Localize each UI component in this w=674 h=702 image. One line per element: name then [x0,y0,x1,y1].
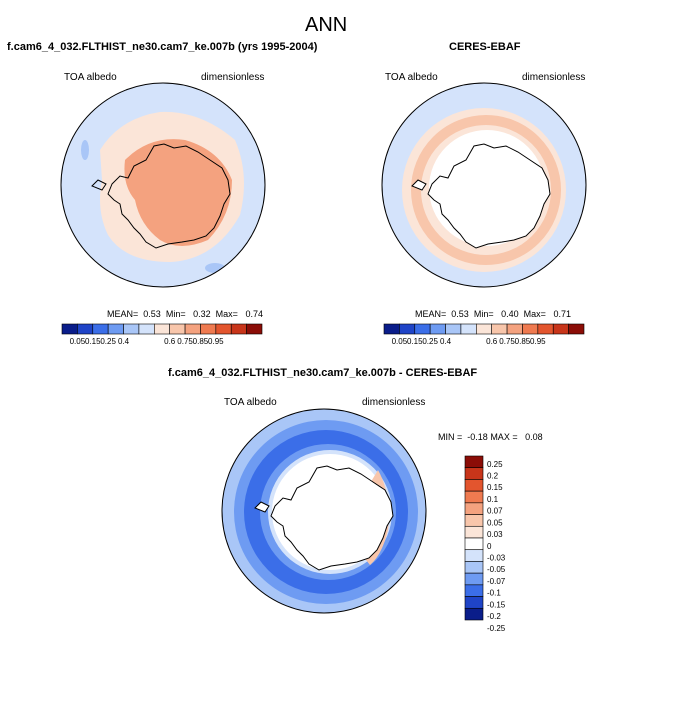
panel1-colorbar-swatch [154,323,170,335]
panel1-colorbar-tick-label: 0.75 [177,337,193,346]
panel2-colorbar-swatch [476,323,492,335]
panel2-colorbar-tick-label: 0.95 [530,337,546,346]
panel3-map [222,409,426,613]
panel2-colorbar-swatch [399,323,416,335]
panel3-colorbar-swatch [464,502,484,515]
panel3-colorbar: 0.25 0.2 0.15 0.1 0.07 0.05 0.03 0 -0.03 -0.05 -0.… [464,455,506,633]
panel3-colorbar-tick-label: 0.2 [487,472,499,481]
panel2-colorbar-tick-label: 0.25 [422,337,438,346]
panel2-colorbar-swatch [460,323,477,335]
panel1-units: dimensionless [201,72,265,83]
panel1-colorbar-tick-label: 0.85 [193,337,209,346]
panel3-colorbar-tick-label: -0.1 [487,589,501,598]
panel2-variable: TOA albedo [385,72,438,83]
panel3-colorbar-swatch [464,479,484,492]
panel1-border [60,82,266,288]
panel2-colorbar-swatch [568,323,585,335]
panel1-colorbar-tick-label: 0.05 [70,337,86,346]
panel2-stats: MEAN= 0.53 Min= 0.40 Max= 0.71 [415,309,571,319]
panel2-colorbar-swatch [537,323,554,335]
panel2-colorbar-tick-label: 0.15 [407,337,423,346]
panel2-map [382,83,586,287]
panel1-map [61,83,265,287]
panel2-title: CERES-EBAF [449,41,521,53]
panel2-colorbar-swatch [506,323,523,335]
panel2-units: dimensionless [522,72,586,83]
panel2-colorbar-swatch [383,323,400,335]
panel2-colorbar-tick-label: 0.05 [392,337,408,346]
panel2-colorbar-swatch [552,323,569,335]
panel3-colorbar-swatch [464,596,484,609]
panel3-colorbar-tick-label: -0.03 [487,554,506,563]
panel1-colorbar: 0.05 0.15 0.25 0.4 0.6 0.75 0.85 0.95 [61,323,263,346]
panel2-colorbar-swatch [414,323,431,335]
panel3-border [221,408,427,614]
panel3-colorbar-tick-label: -0.15 [487,600,506,609]
panel3-colorbar-swatch [464,467,484,480]
panel3-colorbar-tick-label: 0 [487,542,492,551]
panel1-colorbar-swatch [61,323,78,335]
panel2-colorbar-tick-label: 0.6 [486,337,498,346]
panel3-stats: MIN = -0.18 MAX = 0.08 [438,432,543,442]
panel1-colorbar-swatch [215,323,232,335]
panel1-colorbar-swatch [92,323,109,335]
panel1-title: f.cam6_4_032.FLTHIST_ne30.cam7_ke.007b (… [7,41,318,53]
panel3-colorbar-tick-label: -0.25 [487,624,506,633]
panel3-colorbar-tick-label: -0.05 [487,565,506,574]
panel2-colorbar-swatch [522,323,539,335]
panel3-colorbar-tick-label: 0.05 [487,518,503,527]
panel2-colorbar: 0.05 0.15 0.25 0.4 0.6 0.75 0.85 0.95 [383,323,585,346]
panel2-colorbar-swatch [445,323,462,335]
panel1-colorbar-swatch [246,323,263,335]
panel3-units: dimensionless [362,397,426,408]
panel1-colorbar-tick-label: 0.15 [85,337,101,346]
panel3-colorbar-tick-label: 0.15 [487,483,503,492]
panel1-colorbar-swatch [169,323,186,335]
panel3-colorbar-swatch [464,572,484,586]
panel3-colorbar-swatch [464,549,484,562]
panel1-colorbar-tick-label: 0.4 [118,337,130,346]
panel1-colorbar-swatch [107,323,124,335]
panel3-colorbar-swatch [464,514,484,527]
panel2-colorbar-swatch [429,323,446,335]
panel3-colorbar-swatch [464,490,484,504]
panel3-colorbar-swatch [464,525,484,539]
panel3-colorbar-tick-label: 0.25 [487,460,503,469]
panel1-colorbar-swatch [123,323,140,335]
panel2-colorbar-tick-label: 0.4 [440,337,452,346]
panel3-colorbar-swatch [464,561,484,574]
panel2-colorbar-swatch [491,323,508,335]
panel3-colorbar-tick-label: 0.1 [487,495,499,504]
panel1-colorbar-tick-label: 0.25 [100,337,116,346]
panel1-colorbar-tick-label: 0.95 [208,337,224,346]
panel1-variable: TOA albedo [64,72,117,83]
panel1-colorbar-tick-label: 0.6 [164,337,176,346]
panel1-colorbar-swatch [138,323,155,335]
panel3-colorbar-swatch [464,537,484,551]
panel1-stats: MEAN= 0.53 Min= 0.32 Max= 0.74 [107,309,263,319]
panel2-border [381,82,587,288]
panel3-colorbar-tick-label: -0.07 [487,577,506,586]
panel1-colorbar-swatch [230,323,247,335]
panel2-colorbar-tick-label: 0.75 [499,337,515,346]
panel3-variable: TOA albedo [224,397,277,408]
figure-title: ANN [305,14,348,36]
panel2-colorbar-tick-label: 0.85 [515,337,531,346]
panel3-title: f.cam6_4_032.FLTHIST_ne30.cam7_ke.007b -… [168,367,478,379]
panel3-colorbar-swatch [464,584,484,597]
panel3-colorbar-swatch [464,455,484,469]
panel3-colorbar-tick-label: 0.07 [487,507,503,516]
panel3-colorbar-swatch [464,607,484,621]
panel3-colorbar-tick-label: -0.2 [487,612,501,621]
panel1-colorbar-swatch [200,323,217,335]
panel3-colorbar-tick-label: 0.03 [487,530,503,539]
panel1-colorbar-swatch [184,323,201,335]
panel1-colorbar-swatch [77,323,94,335]
